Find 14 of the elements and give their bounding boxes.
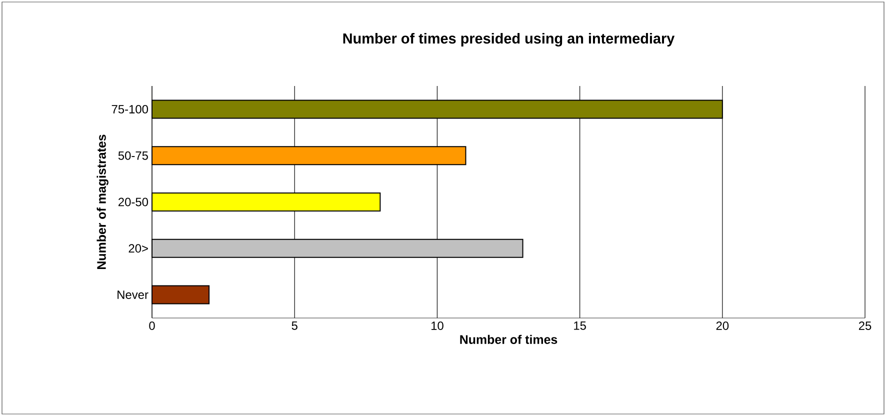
x-tick-label: 0 bbox=[149, 322, 155, 330]
y-tick-label: 20> bbox=[128, 244, 148, 253]
y-axis-title: Number of magistrates bbox=[96, 134, 108, 269]
x-tick-label: 5 bbox=[292, 322, 298, 330]
x-tick-label: 25 bbox=[858, 322, 872, 330]
y-tick-label: 50-75 bbox=[118, 151, 148, 160]
y-tick-label: Never bbox=[118, 290, 148, 299]
x-tick-label: 20 bbox=[716, 322, 729, 330]
x-tick-label: 15 bbox=[574, 322, 586, 330]
chart-title: Number of times presided using an intermediary bbox=[343, 32, 675, 47]
x-axis-title: Number of times bbox=[460, 334, 558, 344]
y-tick-label: 75-100 bbox=[112, 104, 148, 114]
x-tick-label: 10 bbox=[431, 322, 444, 330]
y-tick-label: 20-50 bbox=[118, 198, 148, 206]
